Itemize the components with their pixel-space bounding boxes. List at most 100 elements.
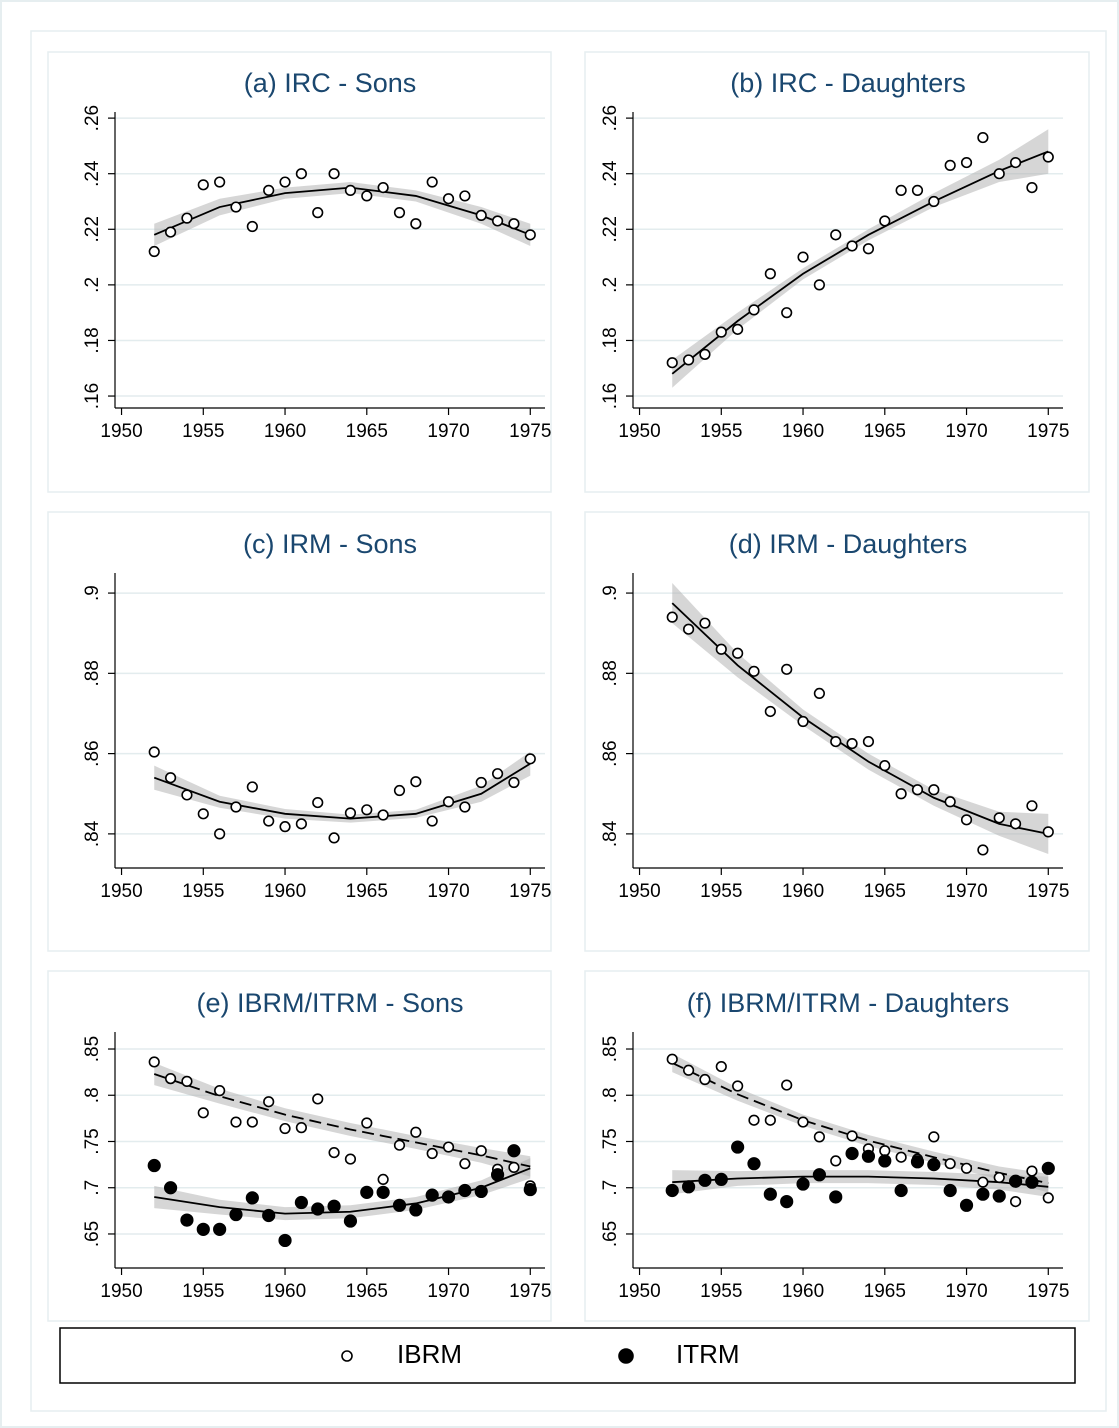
point	[295, 1122, 307, 1134]
point	[993, 812, 1005, 824]
point	[148, 746, 160, 758]
point	[681, 1180, 696, 1194]
point	[715, 1060, 727, 1073]
point	[781, 1079, 793, 1091]
point	[279, 821, 291, 833]
point	[214, 176, 226, 188]
point	[895, 1151, 907, 1163]
point	[197, 179, 209, 191]
point	[491, 215, 504, 227]
x-tick-label: 1975	[1027, 881, 1069, 902]
panel: (b) IRC - Daughters .16 .18 .2 .22 .24 .26 1950…	[584, 51, 1090, 493]
point	[361, 190, 373, 202]
point	[928, 1131, 940, 1143]
point	[764, 268, 776, 280]
point	[410, 776, 422, 788]
point	[393, 207, 406, 219]
point	[213, 1222, 227, 1236]
y-tick-label: .8	[82, 1087, 103, 1103]
point	[666, 1053, 678, 1065]
point	[731, 1140, 745, 1154]
point	[846, 1130, 858, 1142]
point	[879, 215, 891, 227]
point	[164, 772, 177, 784]
point	[279, 1122, 291, 1135]
point	[894, 1183, 908, 1198]
x-tick-label: 1970	[945, 421, 987, 442]
point	[328, 832, 340, 844]
y-tick-label: .9	[600, 585, 621, 601]
point	[328, 1146, 340, 1159]
point	[666, 611, 678, 623]
point	[377, 181, 389, 194]
point	[475, 209, 487, 221]
point	[459, 801, 471, 813]
fit-line	[671, 602, 1049, 835]
point	[181, 1075, 193, 1087]
point	[278, 1233, 292, 1248]
point	[410, 218, 422, 230]
y-tick-label: .24	[600, 160, 621, 187]
point	[781, 307, 793, 319]
point	[344, 807, 357, 819]
point	[507, 1144, 521, 1158]
x-tick-label: 1975	[509, 881, 551, 902]
point	[944, 1158, 956, 1170]
point	[960, 1162, 973, 1174]
point	[699, 348, 711, 360]
point	[830, 1155, 842, 1167]
point	[895, 788, 907, 800]
point	[523, 1182, 537, 1197]
panel: (d) IRM - Daughters .84 .86 .88 .9 1950 1955 19…	[584, 511, 1090, 952]
point	[959, 1198, 974, 1212]
point	[992, 1189, 1006, 1203]
point	[376, 1185, 390, 1199]
point	[294, 1195, 308, 1210]
panel-frame	[584, 51, 1090, 493]
point	[263, 1096, 275, 1108]
panel-title: (c) IRM - Sons	[243, 529, 417, 559]
point	[1042, 151, 1054, 163]
y-tick-label: .85	[600, 1036, 621, 1062]
panel: (e) IBRM/ITRM - Sons .65 .7 .75 .8 .85 1950 195…	[47, 970, 552, 1322]
x-tick-label: 1965	[864, 1281, 906, 1302]
point	[879, 1145, 891, 1157]
point	[246, 781, 258, 793]
point	[861, 1149, 876, 1163]
point	[732, 1080, 744, 1092]
x-tick-label: 1960	[782, 1281, 824, 1302]
point	[763, 1187, 777, 1201]
point	[960, 156, 973, 169]
point	[911, 784, 924, 796]
confidence-band	[154, 182, 531, 246]
point	[377, 1173, 389, 1186]
point	[441, 1190, 456, 1204]
x-tick-label: 1970	[427, 881, 469, 902]
point	[230, 201, 242, 213]
point	[459, 190, 471, 202]
x-tick-label: 1975	[509, 421, 551, 442]
x-tick-label: 1975	[1027, 1281, 1069, 1302]
x-tick-label: 1960	[264, 881, 306, 902]
point	[312, 796, 324, 809]
y-tick-label: .84	[82, 820, 103, 847]
x-tick-label: 1970	[427, 421, 469, 442]
point	[229, 1207, 243, 1222]
point	[977, 131, 989, 144]
point	[343, 1214, 358, 1228]
point	[682, 1064, 695, 1076]
point	[344, 184, 357, 196]
point	[699, 1073, 711, 1086]
x-tick-label: 1955	[700, 881, 742, 902]
point	[1041, 1161, 1055, 1175]
point	[797, 715, 809, 728]
y-tick-label: .26	[600, 105, 621, 131]
y-tick-label: .86	[600, 740, 621, 766]
legend-label: ITRM	[676, 1339, 740, 1369]
point	[295, 168, 307, 180]
point	[960, 814, 973, 826]
point	[812, 1168, 826, 1182]
point	[715, 643, 727, 655]
panel-title: (b) IRC - Daughters	[730, 68, 966, 98]
